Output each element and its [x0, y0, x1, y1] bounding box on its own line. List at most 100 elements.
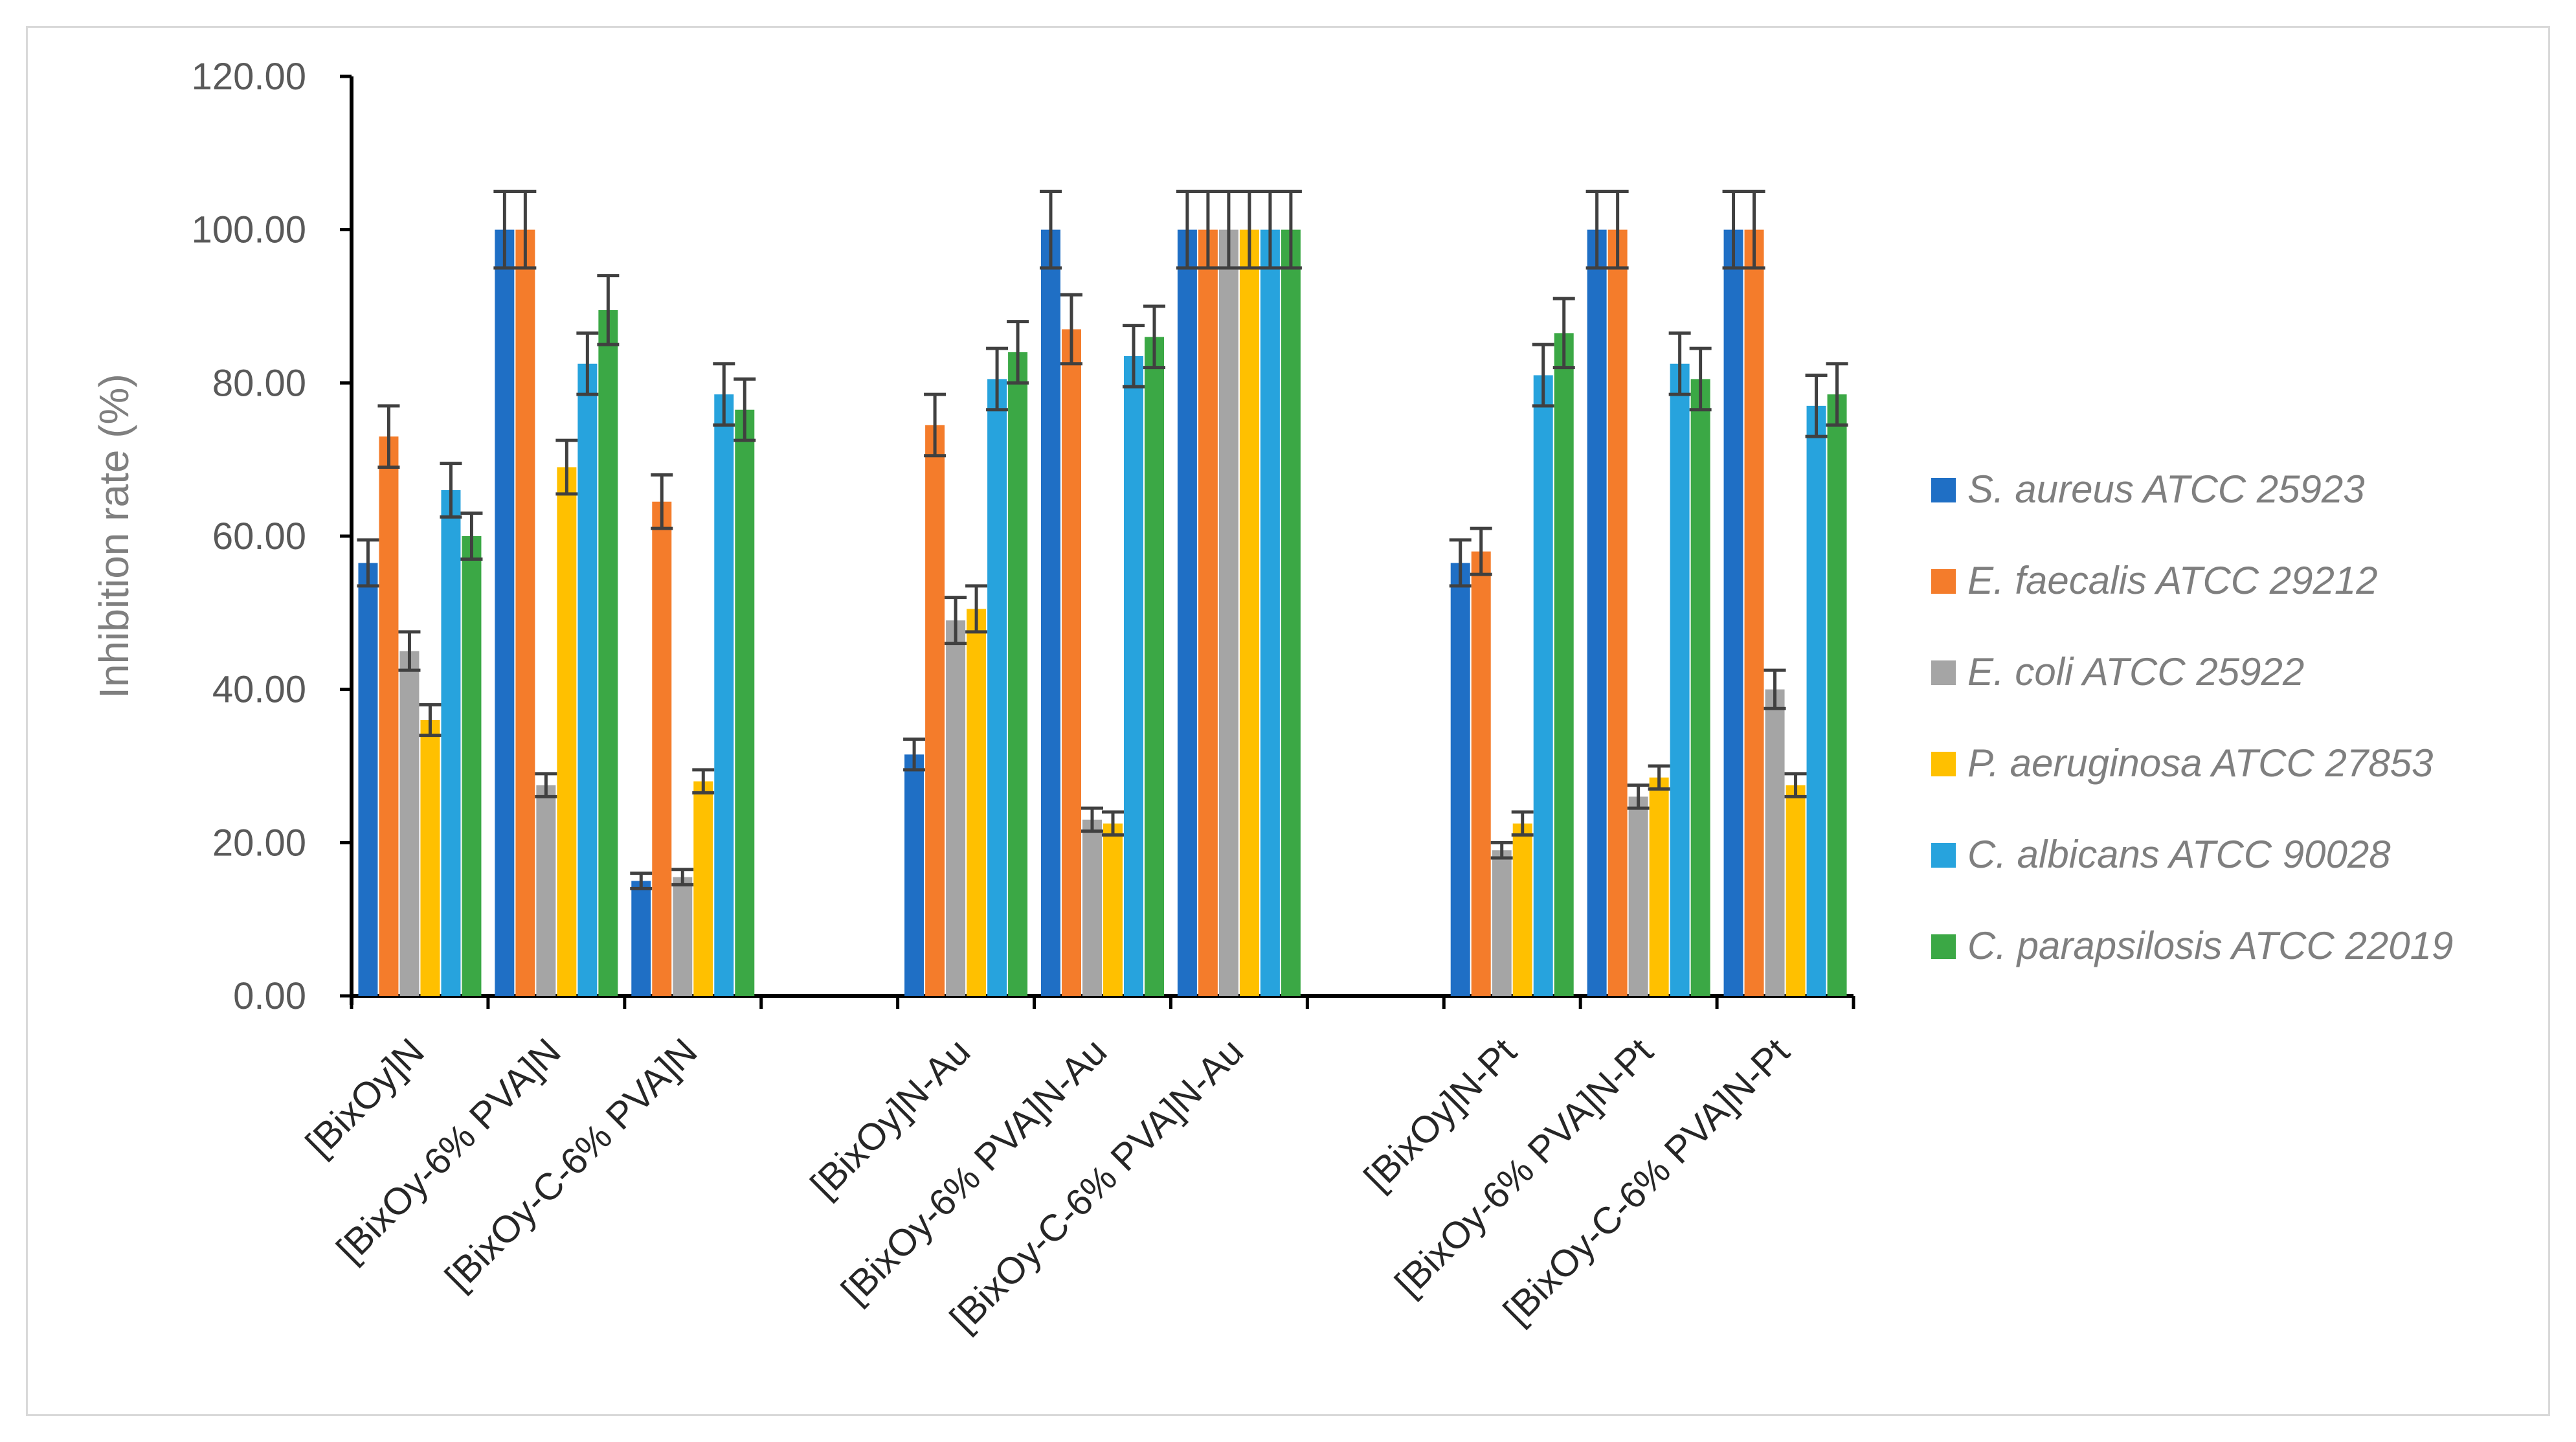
bar	[1471, 551, 1491, 996]
bar	[735, 409, 755, 996]
legend-label: S. aureus ATCC 25923	[1967, 468, 2365, 511]
bar	[987, 379, 1007, 996]
error-bar	[1805, 374, 1828, 438]
bar	[1198, 229, 1218, 997]
bar	[1554, 333, 1574, 996]
error-bar	[1279, 190, 1302, 270]
bar	[515, 229, 535, 997]
bar	[967, 609, 987, 996]
legend-swatch	[1931, 934, 1956, 959]
plot-area: 0.00 20.00 40.00 60.00 80.00 100.00 120.00 [Bix…	[192, 56, 1855, 1340]
error-bar	[398, 630, 421, 672]
error-bar	[924, 392, 946, 458]
bar	[1103, 823, 1123, 996]
error-bar	[1743, 190, 1765, 270]
bar	[631, 881, 651, 996]
error-bar	[651, 473, 673, 530]
y-tick-label: 60.00	[212, 515, 306, 558]
bar	[1512, 823, 1532, 996]
bar	[1145, 337, 1164, 996]
bar	[714, 394, 734, 996]
bar	[462, 536, 482, 996]
error-bar	[1143, 304, 1165, 370]
error-bar	[440, 462, 462, 519]
y-axis-title: Inhibition rate (%)	[91, 374, 137, 699]
bar	[1806, 405, 1826, 996]
bar	[1124, 355, 1143, 996]
error-bar	[419, 703, 442, 738]
y-tick-label: 40.00	[212, 669, 306, 711]
bar	[399, 651, 420, 996]
error-bar	[1552, 297, 1575, 370]
error-bar	[1217, 190, 1240, 270]
error-bar	[1722, 190, 1745, 270]
error-bar	[514, 190, 537, 270]
error-bar	[1470, 526, 1492, 576]
error-bar	[1176, 190, 1198, 270]
error-bar	[460, 512, 483, 561]
error-bar	[1668, 331, 1691, 396]
error-bar	[1238, 190, 1260, 270]
error-bar	[1490, 840, 1513, 860]
bar	[1827, 394, 1847, 996]
bar	[1786, 785, 1806, 996]
bar	[1533, 375, 1553, 996]
error-bar	[1081, 806, 1103, 833]
y-tick-label: 0.00	[233, 975, 306, 1017]
bar	[1492, 850, 1512, 996]
bar	[557, 467, 577, 996]
bar	[420, 720, 440, 996]
bar	[1765, 689, 1785, 996]
bar	[1723, 229, 1743, 997]
x-category-label: [BixOy-6% PVA]N	[328, 1030, 568, 1270]
x-category-label: [BixOy-C-6% PVA]N-Pt	[1495, 1030, 1798, 1333]
bar	[1008, 352, 1028, 996]
x-category-label: [BixOy-C-6% PVA]N	[437, 1030, 705, 1298]
bar	[1649, 777, 1669, 996]
bar	[1450, 563, 1470, 996]
bar	[946, 620, 966, 996]
error-bar	[1007, 320, 1029, 385]
bar	[1670, 363, 1690, 996]
error-bar	[357, 538, 379, 588]
bar	[1082, 819, 1102, 996]
error-bar	[493, 190, 516, 270]
y-tick-label: 120.00	[192, 56, 306, 98]
y-tick-label: 20.00	[212, 822, 306, 864]
error-bar	[1511, 810, 1534, 837]
bar	[1690, 379, 1710, 996]
legend-swatch	[1931, 843, 1956, 868]
bar	[673, 877, 693, 996]
legend-swatch	[1931, 660, 1956, 685]
legend: S. aureus ATCC 25923 E. faecalis ATCC 292…	[1931, 468, 2453, 967]
error-bar	[630, 872, 653, 890]
error-bar	[377, 404, 400, 469]
legend-swatch	[1931, 752, 1956, 776]
error-bar	[945, 596, 967, 646]
error-bar	[1689, 346, 1712, 412]
error-bar	[903, 738, 926, 772]
bar	[1744, 229, 1764, 997]
legend-swatch	[1931, 478, 1956, 502]
error-bar	[1040, 190, 1062, 270]
bar	[1260, 229, 1280, 997]
x-category-label: [BixOy-6% PVA]N-Pt	[1387, 1030, 1661, 1305]
bar	[1587, 229, 1607, 997]
error-bar	[734, 377, 756, 442]
error-bar	[1532, 343, 1554, 408]
error-bar	[1606, 190, 1629, 270]
bar	[495, 229, 515, 997]
error-bar	[692, 768, 715, 794]
y-tick-label: 80.00	[212, 362, 306, 404]
bar	[1177, 229, 1197, 997]
bar	[536, 785, 556, 996]
legend-swatch	[1931, 569, 1956, 594]
bar	[358, 563, 378, 996]
bar	[1628, 796, 1648, 996]
y-tick-label: 100.00	[192, 209, 306, 251]
error-bar	[1449, 538, 1472, 588]
x-category-label: [BixOy]N	[298, 1030, 432, 1165]
bar	[1041, 229, 1060, 997]
legend-label: E. faecalis ATCC 29212	[1967, 559, 2378, 602]
error-bar	[535, 772, 557, 798]
